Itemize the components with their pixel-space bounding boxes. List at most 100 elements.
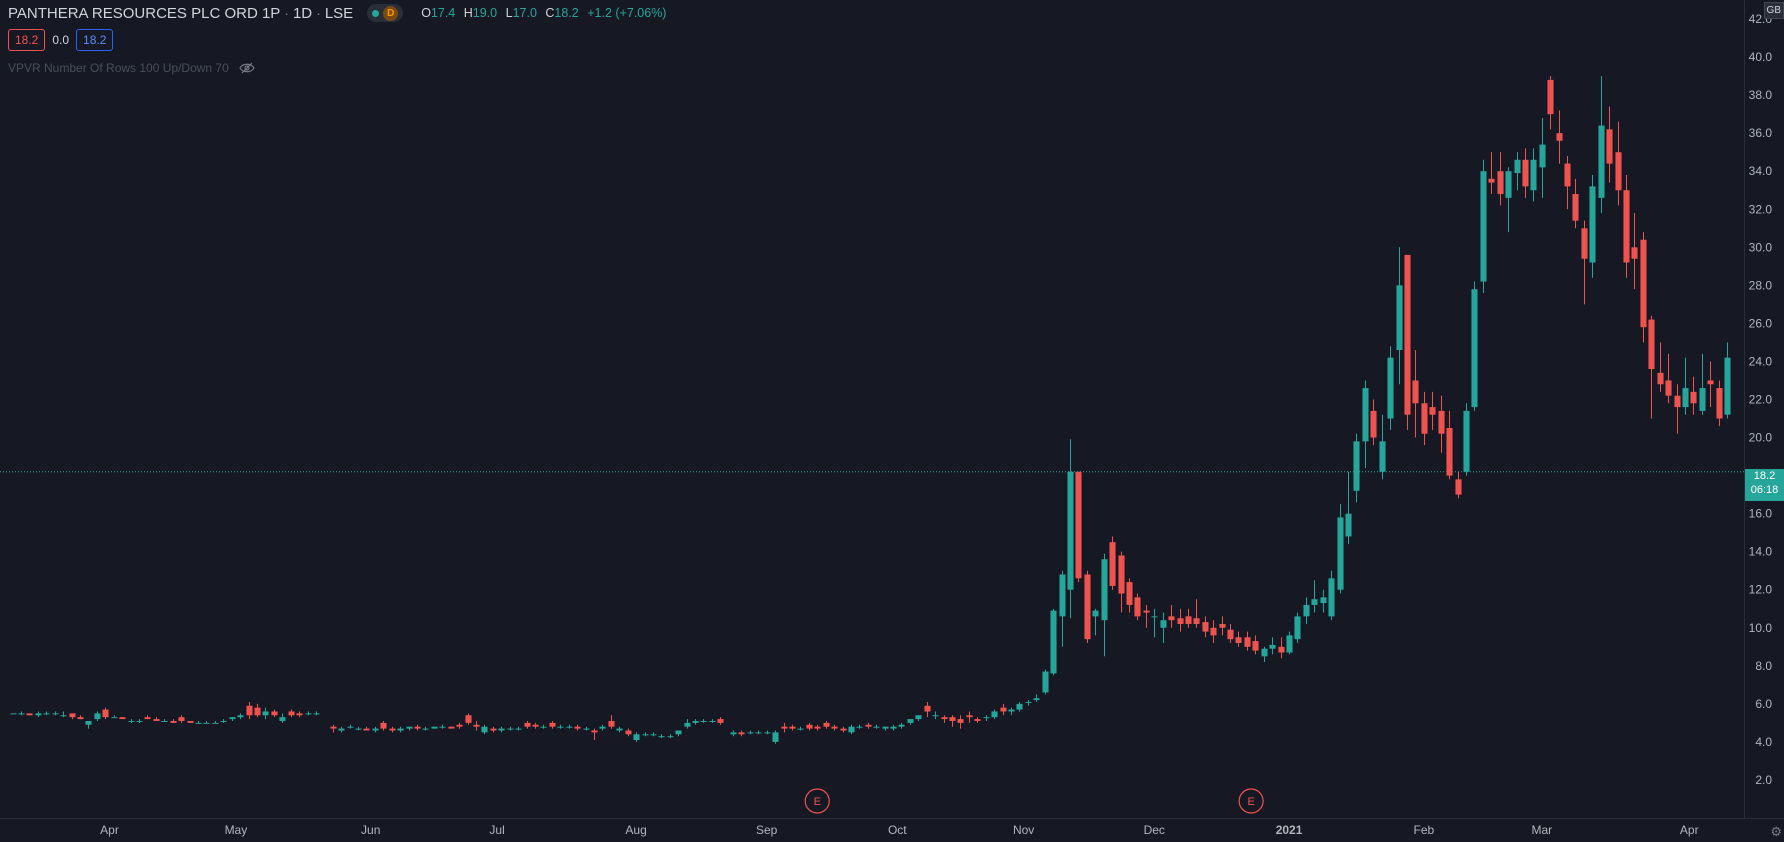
candle-body [1193, 618, 1200, 624]
eye-off-icon[interactable] [239, 62, 255, 74]
candle-body [932, 715, 939, 717]
ohlc-values: O17.4 H19.0 L17.0 C18.2 +1.2 (+7.06%) [421, 6, 666, 20]
y-tick-label: 38.0 [1749, 88, 1773, 102]
close-value: 18.2 [554, 6, 579, 20]
candle-body [1505, 171, 1512, 198]
candle-body [498, 728, 505, 731]
x-tick-label: Jun [361, 823, 380, 837]
candle-body [170, 720, 177, 723]
candle-body [313, 713, 320, 715]
candle-body [823, 722, 830, 727]
candle-body [1674, 395, 1681, 408]
market-open-dot-icon [372, 9, 380, 17]
interval-label[interactable]: 1D [292, 4, 313, 22]
candle-body [1353, 441, 1360, 491]
candle-body [890, 726, 897, 729]
earnings-event-marker[interactable] [1238, 788, 1264, 814]
y-tick-label: 16.0 [1749, 507, 1773, 521]
symbol-name[interactable]: PANTHERA RESOURCES PLC ORD 1P [8, 4, 281, 22]
candle-body [1623, 190, 1630, 263]
candle-body [456, 724, 463, 727]
y-tick-label: 12.0 [1749, 583, 1773, 597]
candle-body [1185, 616, 1192, 624]
y-tick-label: 2.0 [1755, 773, 1772, 787]
candle-body [1556, 133, 1563, 141]
candle-body [481, 726, 488, 733]
high-label: H [463, 6, 473, 20]
candle-body [1547, 79, 1554, 115]
candle-body [422, 728, 429, 730]
candle-body [667, 736, 674, 738]
candle-body [700, 720, 707, 722]
candle-body [957, 719, 964, 723]
spread-value: 0.0 [52, 33, 70, 47]
x-tick-label: Aug [625, 823, 646, 837]
candle-body [1707, 380, 1714, 385]
candle-body [1059, 574, 1066, 617]
candle-body [1598, 125, 1605, 198]
sell-price-button[interactable]: 18.2 [8, 29, 46, 51]
candle-body [1648, 319, 1655, 370]
candle-body [338, 728, 345, 731]
candle-body [1455, 479, 1462, 495]
candle-body [229, 717, 236, 720]
candle-body [69, 713, 76, 718]
candle-body [524, 722, 531, 727]
candle-body [1724, 357, 1731, 415]
candle-body [1690, 391, 1697, 404]
candle-body [1075, 471, 1082, 579]
candle-body [271, 711, 278, 716]
candle-body [1572, 194, 1579, 221]
candle-body [814, 726, 821, 729]
candle-body [439, 726, 446, 728]
currency-tag[interactable]: GB [1763, 2, 1784, 19]
candle-body [755, 732, 762, 734]
candle-body [1042, 671, 1049, 693]
y-tick-label: 4.0 [1755, 735, 1772, 749]
candle-body [848, 726, 855, 733]
candle-body [1564, 163, 1571, 187]
candle-body [1438, 410, 1445, 434]
x-tick-label: 2021 [1276, 823, 1303, 837]
candle-body [515, 728, 522, 730]
last-price-badge: 18.2 06:18 [1745, 469, 1784, 501]
y-tick-label: 36.0 [1749, 126, 1773, 140]
x-tick-label: Sep [756, 823, 778, 837]
candle-body [111, 717, 118, 719]
candle-body [1581, 228, 1588, 259]
candle-body [840, 728, 847, 731]
candle-body [1682, 388, 1689, 408]
candle-body [85, 720, 92, 725]
candle-body [658, 736, 665, 738]
buy-price-button[interactable]: 18.2 [76, 29, 114, 51]
candle-body [136, 720, 143, 722]
candle-body [983, 717, 990, 719]
candle-body [161, 720, 168, 722]
close-label: C [545, 6, 555, 20]
candle-body [1539, 144, 1546, 168]
y-tick-label: 24.0 [1749, 354, 1773, 368]
y-tick-label: 14.0 [1749, 545, 1773, 559]
candle-body [831, 726, 838, 729]
indicator-legend[interactable]: VPVR Number Of Rows 100 Up/Down 70 [8, 61, 255, 75]
market-status-pill[interactable]: D [367, 4, 404, 22]
x-tick-label: Apr [1680, 823, 1699, 837]
candle-body [730, 732, 737, 735]
x-tick-label: Feb [1414, 823, 1435, 837]
candle-body [1151, 616, 1158, 618]
earnings-event-marker[interactable] [804, 788, 830, 814]
candle-body [1421, 403, 1428, 434]
candle-body [414, 726, 421, 729]
candle-body [1235, 637, 1242, 643]
candle-body [781, 726, 788, 729]
candle-body [1328, 578, 1335, 617]
candle-body [52, 713, 59, 715]
settings-gear-icon[interactable]: ⚙ [1770, 824, 1782, 839]
candle-body [1488, 178, 1495, 183]
candle-body [1126, 582, 1133, 605]
candle-body [1396, 285, 1403, 351]
candle-body [566, 726, 573, 728]
candle-body [1404, 254, 1411, 415]
candle-body [1665, 380, 1672, 396]
